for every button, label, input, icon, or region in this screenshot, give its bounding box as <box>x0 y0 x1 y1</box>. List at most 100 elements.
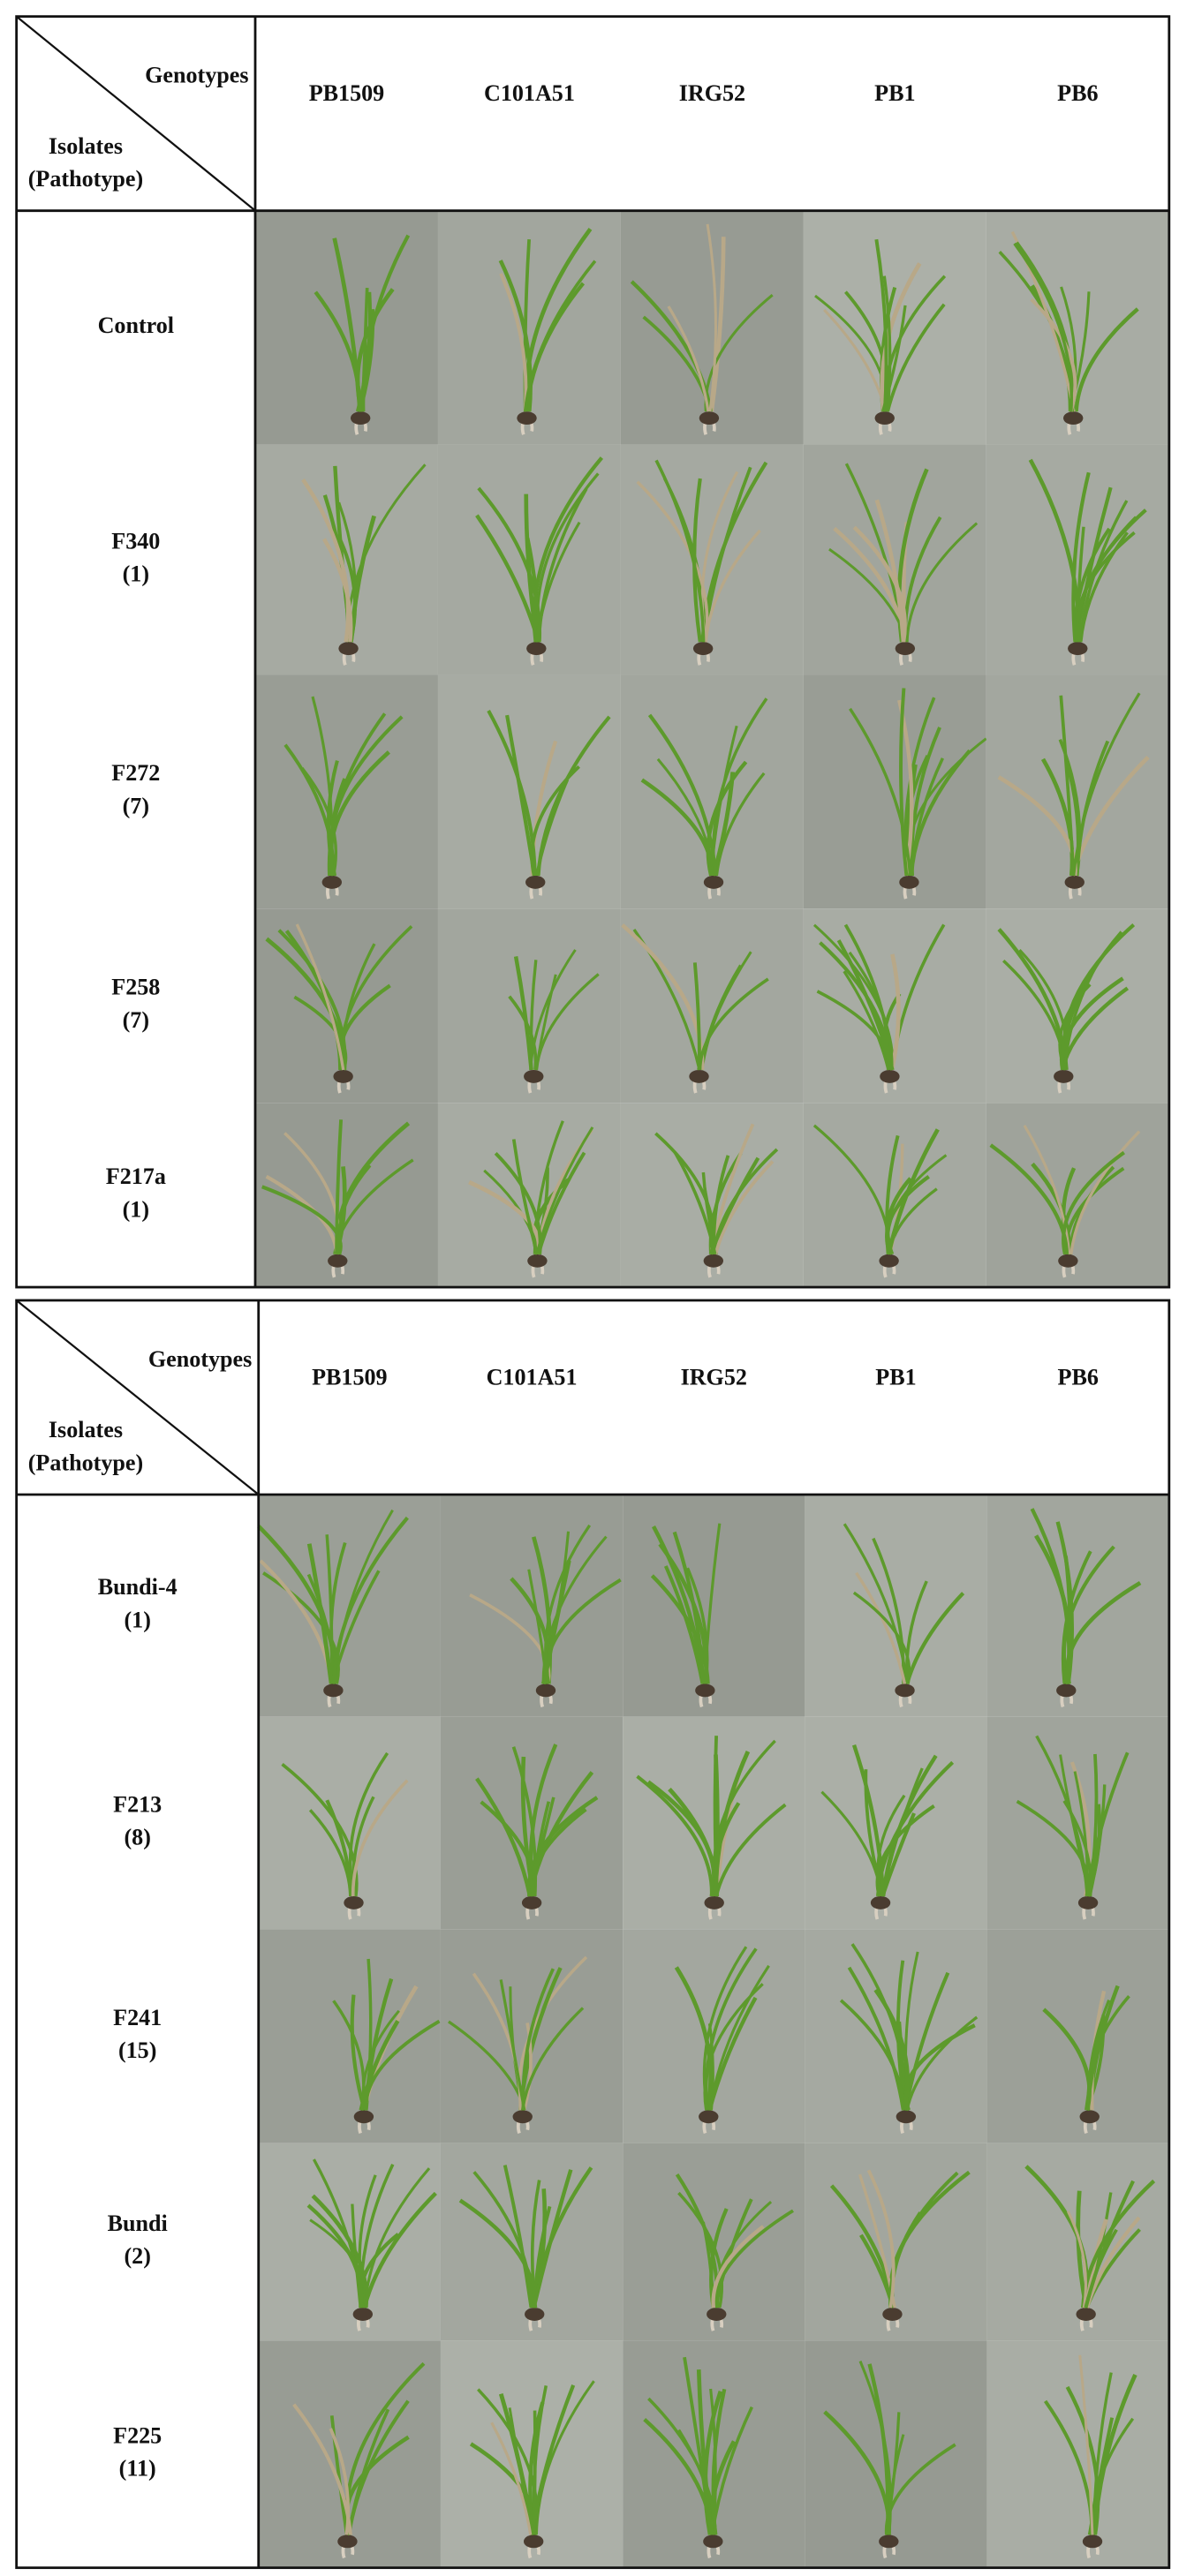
isolate-label: F241 <box>113 2005 162 2030</box>
soil <box>352 2308 374 2321</box>
photo-cell <box>440 1929 624 2143</box>
leaf <box>882 275 892 412</box>
leaf <box>989 1143 1069 1254</box>
photo-cell <box>986 2340 1169 2568</box>
soil <box>523 2535 544 2549</box>
leaf <box>630 280 713 412</box>
leaf <box>458 2198 536 2309</box>
soil <box>707 2308 727 2321</box>
photo-cell <box>803 210 986 445</box>
soil <box>1054 1069 1074 1083</box>
leaf <box>640 778 714 876</box>
leaf <box>1059 695 1076 877</box>
leaf <box>1071 471 1091 643</box>
isolate-label: F217a <box>106 1164 166 1189</box>
leaf <box>533 1120 564 1254</box>
genotype-header: PB6 <box>1057 80 1098 106</box>
genotype-header: PB1509 <box>312 1364 388 1390</box>
leaf <box>855 1571 907 1684</box>
leaf <box>277 929 347 1071</box>
soil <box>1077 1895 1099 1909</box>
soil <box>1079 2110 1100 2124</box>
soil <box>338 642 359 656</box>
soil <box>521 1895 542 1909</box>
leaf <box>351 1779 409 1896</box>
leaf <box>851 1744 886 1897</box>
isolates-label: Isolates <box>49 1417 123 1442</box>
photo-cell <box>623 1494 805 1717</box>
soil <box>882 2308 903 2321</box>
leaf <box>532 456 604 643</box>
leaf <box>499 273 528 412</box>
leaf <box>673 1151 717 1255</box>
leaf <box>1072 692 1141 877</box>
soil <box>879 1254 899 1268</box>
leaf <box>335 1119 344 1254</box>
leaf <box>527 1807 587 1896</box>
leaf <box>672 1531 706 1684</box>
pathotype-value: (1) <box>124 1607 150 1632</box>
leaf <box>544 1524 592 1684</box>
soil <box>699 2110 719 2124</box>
leaf <box>532 2410 537 2535</box>
leaf <box>261 1185 343 1255</box>
genotype-header: C101A51 <box>484 80 575 106</box>
isolate-label: Bundi-4 <box>98 1574 178 1600</box>
pathotype-value: (2) <box>124 2243 150 2269</box>
leaf <box>334 1166 347 1255</box>
leaf <box>306 1543 334 1684</box>
leaf <box>1058 983 1092 1071</box>
genotypes-label: Genotypes <box>148 1346 252 1372</box>
leaf <box>643 2417 714 2535</box>
soil <box>703 2535 723 2549</box>
leaf <box>848 951 894 1070</box>
leaf <box>1035 1735 1089 1897</box>
soil <box>699 411 720 426</box>
soil <box>870 1895 891 1909</box>
leaf <box>522 2022 533 2111</box>
pathotype-value: (8) <box>124 1825 150 1850</box>
soil <box>328 1254 348 1268</box>
leaf <box>647 2397 717 2535</box>
isolate-label: F272 <box>111 760 160 786</box>
leaf <box>363 2167 431 2309</box>
photo-cell <box>258 1929 441 2143</box>
leaf <box>886 1128 940 1255</box>
soil <box>1076 2308 1096 2321</box>
photo-cell <box>803 444 986 675</box>
leaf <box>1076 2190 1089 2309</box>
leaf <box>503 2165 533 2309</box>
leaf <box>331 1516 409 1684</box>
soil <box>1056 1683 1077 1698</box>
leaf <box>1064 759 1079 877</box>
photo-cell <box>437 674 621 909</box>
photo-cell <box>986 1716 1169 1930</box>
leaf <box>847 1966 905 2111</box>
leaf <box>301 478 351 643</box>
leaf <box>534 974 557 1071</box>
leaf <box>306 2203 364 2309</box>
diagonal <box>15 15 256 212</box>
leaf <box>1069 1130 1141 1254</box>
pathotype-value: (7) <box>123 793 149 818</box>
leaf <box>636 1774 714 1897</box>
leaf <box>889 953 901 1071</box>
soil <box>874 411 895 426</box>
photo-cell <box>803 674 986 909</box>
soil <box>879 2535 899 2549</box>
leaf <box>536 1151 586 1255</box>
soil <box>535 1683 556 1698</box>
leaf <box>711 2225 765 2309</box>
leaf <box>362 2191 437 2309</box>
leaf <box>523 260 597 412</box>
leaf <box>1084 2180 1135 2309</box>
leaf <box>1013 242 1073 412</box>
soil <box>333 1069 353 1083</box>
leaf <box>300 766 337 877</box>
leaf <box>905 2015 979 2111</box>
soil <box>1068 642 1088 656</box>
leaf <box>702 1946 748 2111</box>
soil <box>880 1069 900 1083</box>
leaf <box>874 238 888 412</box>
